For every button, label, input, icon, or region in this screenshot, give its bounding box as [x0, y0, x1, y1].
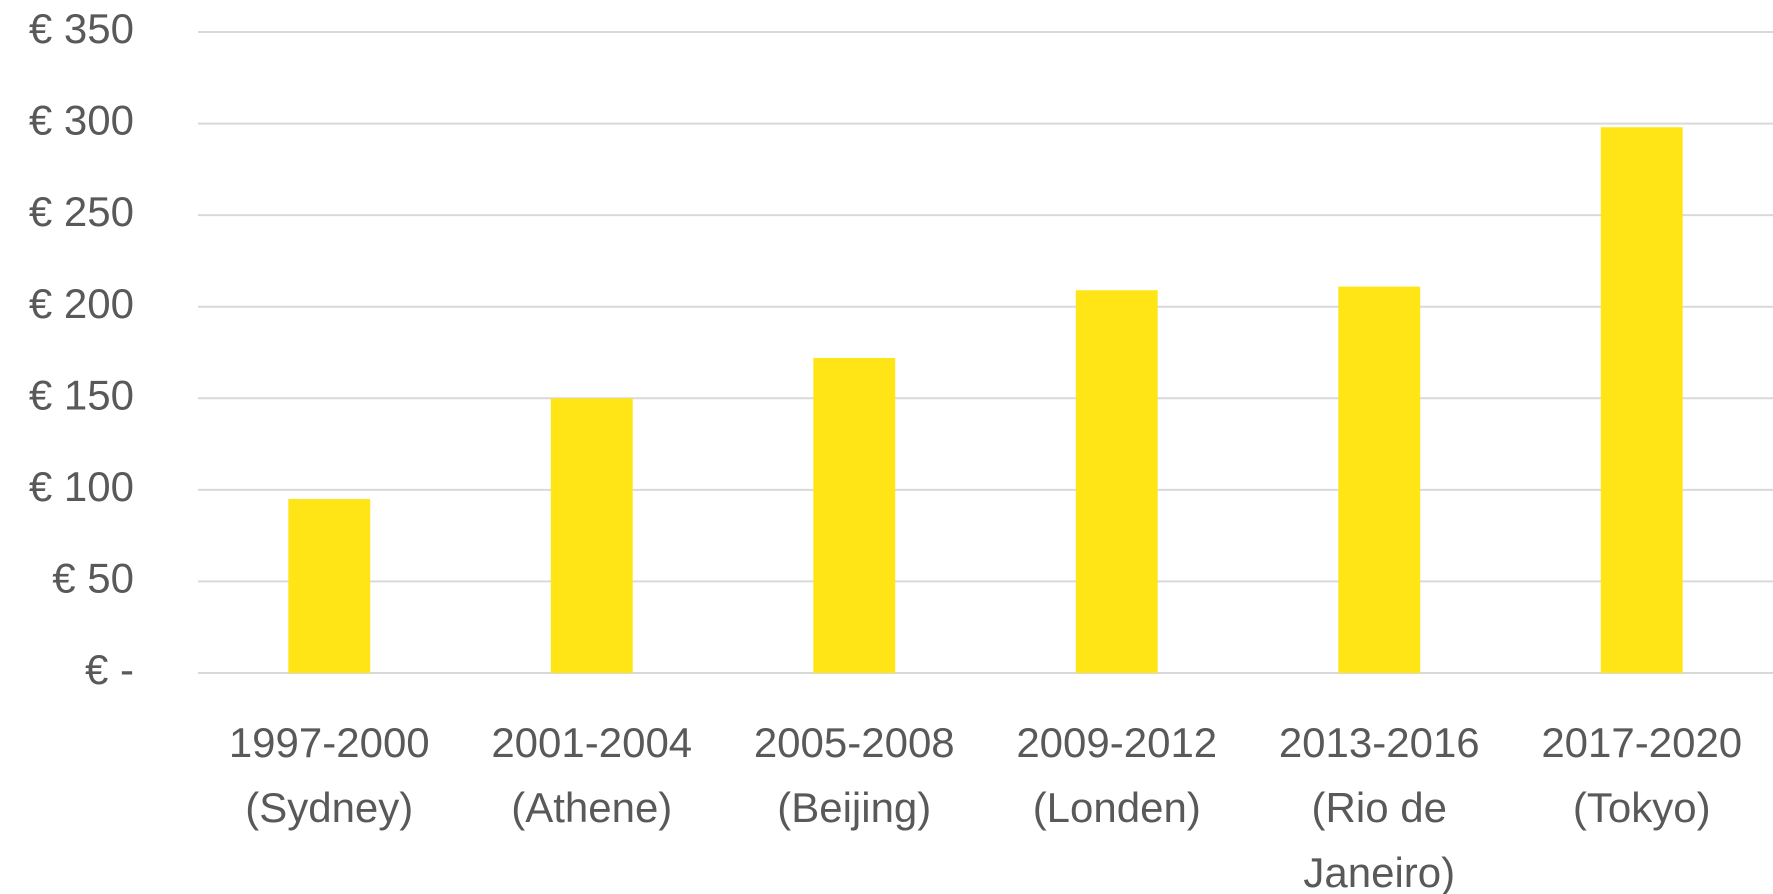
x-tick-label: 2017-2020 (Tokyo): [1541, 719, 1743, 831]
bar: [1338, 286, 1421, 673]
bar: [288, 499, 371, 673]
x-tick-label: 2009-2012 (Londen): [1016, 719, 1218, 831]
y-tick-label: € -: [85, 646, 134, 693]
x-tick-label: 1997-2000 (Sydney): [228, 719, 430, 831]
x-tick-label: 2013-2016 (Rio de Janeiro): [1278, 719, 1480, 894]
bar: [1075, 290, 1158, 673]
y-tick-label: € 50: [52, 555, 134, 602]
bar: [550, 398, 633, 673]
y-tick-label: € 150: [29, 371, 134, 418]
x-tick-label: 2001-2004 (Athene): [491, 719, 693, 831]
y-tick-label: € 300: [29, 97, 134, 144]
y-tick-label: € 250: [29, 188, 134, 235]
bar: [1600, 127, 1683, 674]
x-tick-label: 2005-2008 (Beijing): [753, 719, 955, 831]
y-tick-label: € 350: [29, 5, 134, 52]
y-tick-label: € 100: [29, 463, 134, 510]
bar: [813, 357, 896, 673]
y-tick-label: € 200: [29, 280, 134, 327]
